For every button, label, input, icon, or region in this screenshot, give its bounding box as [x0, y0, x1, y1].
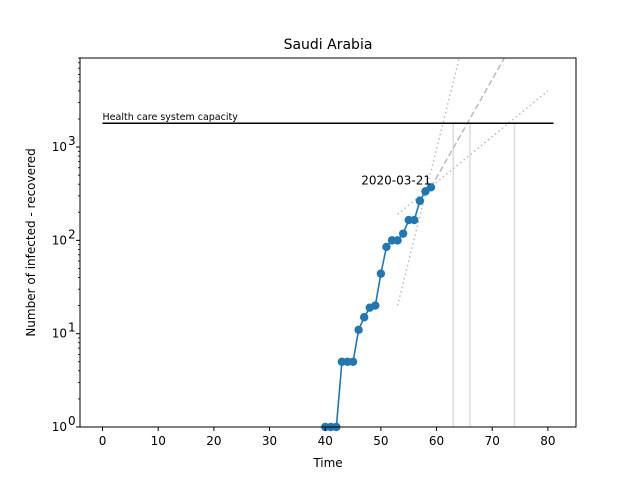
data-point	[354, 325, 363, 335]
series-layer	[321, 183, 436, 432]
x-tick-label: 60	[429, 434, 444, 448]
y-tick-exponent: 0	[68, 414, 76, 428]
y-tick-label: 10	[52, 233, 67, 247]
y-tick-exponent: 1	[68, 321, 76, 335]
date-annotation: 2020-03-21	[361, 173, 431, 187]
y-tick-label: 10	[52, 420, 67, 434]
y-tick-label: 10	[52, 140, 67, 154]
x-tick-label: 0	[99, 434, 107, 448]
axes-frame	[79, 57, 577, 428]
x-axis-label: Time	[312, 456, 342, 470]
data-point	[393, 236, 402, 245]
x-tick-label: 50	[373, 434, 388, 448]
x-tick-label: 70	[485, 434, 500, 448]
data-point	[371, 301, 380, 310]
data-point	[359, 313, 369, 322]
x-tick-label: 30	[262, 434, 277, 448]
projection-lines	[396, 58, 549, 306]
data-point	[382, 242, 391, 252]
y-axis-label: Number of infected - recovered	[24, 148, 38, 336]
x-tick-label: 40	[318, 434, 333, 448]
x-tick-label: 20	[206, 434, 221, 448]
chart-title: Saudi Arabia	[284, 37, 373, 53]
x-tick-label: 80	[540, 434, 555, 448]
x-axis-ticks: 0 10 20 30 40 50 60 70 80	[99, 427, 556, 448]
data-point	[348, 357, 358, 366]
data-point	[410, 215, 419, 225]
data-point	[376, 269, 386, 278]
data-point	[415, 196, 425, 206]
projection-line	[397, 90, 549, 215]
y-tick-label: 10	[52, 327, 67, 341]
projection-line	[396, 58, 461, 306]
capacity-crossing-lines	[452, 123, 516, 427]
projection-line	[430, 58, 506, 188]
capacity-label: Health care system capacity	[103, 112, 239, 123]
y-tick-exponent: 3	[68, 134, 76, 148]
y-tick-exponent: 2	[68, 227, 76, 241]
data-point	[426, 183, 436, 192]
x-tick-label: 10	[151, 434, 166, 448]
data-point	[398, 229, 408, 238]
